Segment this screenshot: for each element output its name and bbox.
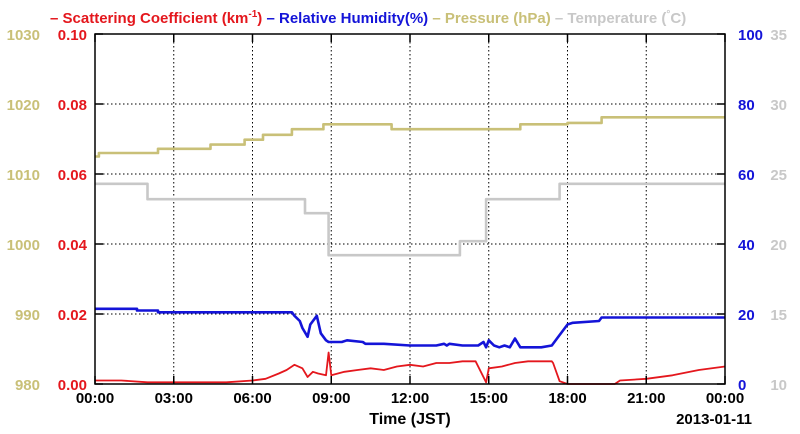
legend-temperature-deg: °	[666, 9, 670, 20]
y-axis-humidity: 0 20 40 60 80 100	[738, 27, 763, 394]
y-tick-label-humidity: 80	[738, 97, 755, 114]
y-tick-label-humidity: 100	[738, 27, 763, 44]
x-tick-label: 12:00	[391, 390, 429, 407]
y-tick-label-scattering: 0.02	[58, 307, 87, 324]
legend-temperature-close: C)	[670, 10, 686, 27]
y-tick-label-pressure: 1000	[7, 237, 40, 254]
legend-scattering-close: )	[257, 10, 262, 27]
y-axis-temperature: 10 15 20 25 30 35	[770, 27, 787, 394]
date-label: 2013-01-11	[676, 411, 752, 428]
y-tick-label-scattering: 0.04	[58, 237, 88, 254]
legend: – Scattering Coefficient (km-1) – Relati…	[50, 9, 686, 27]
x-tick-label: 18:00	[548, 390, 586, 407]
legend-pressure-dash: –	[432, 10, 440, 27]
x-axis-ticks: 00:00 03:00 06:00 09:00 12:00 15:00 18:00 21:00…	[76, 34, 744, 407]
series-line-humidity	[95, 307, 725, 349]
y-tick-label-temperature: 20	[770, 237, 787, 254]
x-tick-label: 00:00	[706, 390, 744, 407]
y-tick-label-temperature: 35	[770, 27, 787, 44]
y-tick-label-pressure: 1030	[7, 27, 40, 44]
legend-humidity-dash: –	[266, 10, 274, 27]
y-tick-label-pressure: 1010	[7, 167, 40, 184]
x-tick-label: 06:00	[233, 390, 271, 407]
y-axis-pressure: 980 990 1000 1010 1020 1030	[7, 27, 40, 394]
y-tick-label-temperature: 10	[770, 377, 787, 394]
y-tick-label-scattering: 0.08	[58, 97, 87, 114]
y-axis-scattering: 0.00 0.02 0.04 0.06 0.08 0.10	[58, 27, 88, 394]
legend-scattering-dash: –	[50, 10, 58, 27]
x-axis-label: Time (JST)	[369, 411, 451, 428]
x-tick-label: 00:00	[76, 390, 114, 407]
y-tick-label-scattering: 0.10	[58, 27, 87, 44]
y-tick-label-humidity: 60	[738, 167, 755, 184]
series-line-scattering	[95, 351, 726, 385]
series-line-temperature	[95, 182, 725, 257]
y-tick-label-humidity: 40	[738, 237, 755, 254]
y-tick-label-temperature: 30	[770, 97, 787, 114]
x-tick-label: 15:00	[470, 390, 508, 407]
legend-temperature-dash: –	[555, 10, 563, 27]
legend-humidity-text: Relative Humidity(%)	[275, 10, 428, 27]
y-tick-label-temperature: 15	[770, 307, 787, 324]
x-tick-label: 03:00	[155, 390, 193, 407]
y-tick-label-humidity: 0	[738, 377, 746, 394]
y-tick-label-pressure: 1020	[7, 97, 40, 114]
x-tick-label: 21:00	[627, 390, 665, 407]
y-tick-label-humidity: 20	[738, 307, 755, 324]
y-axis-tick-marks	[95, 33, 725, 385]
series-line-pressure	[95, 116, 725, 158]
legend-scattering-sup: -1	[248, 9, 257, 20]
y-tick-label-scattering: 0.00	[58, 377, 87, 394]
y-tick-label-temperature: 25	[770, 167, 787, 184]
legend-scattering-text: Scattering Coefficient (km	[58, 10, 248, 27]
y-tick-label-scattering: 0.06	[58, 167, 87, 184]
x-tick-label: 09:00	[312, 390, 350, 407]
legend-pressure-text: Pressure (hPa)	[441, 10, 551, 27]
y-tick-label-pressure: 990	[15, 307, 40, 324]
grid	[95, 34, 725, 384]
y-tick-label-pressure: 980	[15, 377, 40, 394]
legend-temperature-text: Temperature (	[563, 10, 666, 27]
